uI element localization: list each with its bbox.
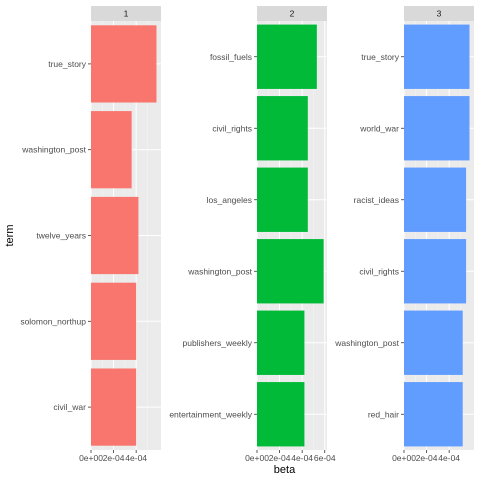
bar-1-solomon_northup (91, 282, 137, 360)
y-tick-label: civil_rights (359, 266, 399, 276)
bar-3-washington_post (404, 310, 463, 375)
bar-1-true_story (91, 25, 157, 103)
y-tick-label: entertainment_weekly (169, 409, 252, 419)
y-tick-label: civil_rights (212, 123, 252, 133)
y-tick-label: washington_post (334, 338, 399, 348)
x-tick-label: 6e-04 (314, 453, 336, 463)
panel-background-2 (257, 21, 327, 450)
bar-3-true_story (404, 24, 470, 89)
x-tick-label: 4e-04 (125, 453, 147, 463)
x-tick-label: 4e-04 (438, 453, 460, 463)
bar-3-civil_rights (404, 239, 467, 304)
bar-3-red_hair (404, 382, 463, 447)
y-tick-label: racist_ideas (354, 195, 399, 205)
bar-2-washington_post (257, 239, 324, 304)
bar-1-twelve_years (91, 196, 139, 275)
x-tick-label: 2e-04 (416, 453, 438, 463)
x-tick-label: 2e-04 (103, 453, 125, 463)
bar-3-world_war (404, 96, 470, 161)
panel-background-3 (404, 21, 474, 450)
y-tick-label: fossil_fuels (210, 52, 252, 62)
y-tick-label: los_angeles (207, 195, 252, 205)
bar-3-racist_ideas (404, 167, 467, 232)
bar-1-civil_war (91, 368, 137, 446)
bar-2-publishers_weekly (257, 310, 305, 375)
facet-label-1: 1 (124, 9, 129, 19)
y-tick-label: civil_war (53, 402, 86, 412)
facet-strip-3 (404, 6, 474, 21)
y-tick-label: solomon_northup (20, 316, 86, 326)
y-tick-label: world_war (359, 123, 399, 133)
x-tick-label: 0e+00 (79, 453, 103, 463)
facet-strip-1 (91, 6, 161, 21)
facet-label-2: 2 (290, 9, 295, 19)
bar-1-washington_post (91, 111, 132, 189)
y-tick-label: true_story (48, 59, 87, 69)
bar-2-entertainment_weekly (257, 382, 305, 447)
y-tick-label: washington_post (21, 145, 86, 155)
y-tick-label: red_hair (368, 409, 399, 419)
x-tick-label: 2e-04 (269, 453, 291, 463)
y-tick-label: true_story (361, 52, 400, 62)
y-tick-label: washington_post (187, 266, 252, 276)
bar-2-los_angeles (257, 167, 308, 232)
facet-strip-2 (257, 6, 327, 21)
facet-label-3: 3 (437, 9, 442, 19)
x-tick-label: 0e+00 (392, 453, 416, 463)
bar-2-fossil_fuels (257, 24, 317, 89)
x-tick-label: 4e-04 (291, 453, 313, 463)
y-axis-title: term (4, 225, 16, 247)
x-tick-label: 0e+00 (245, 453, 269, 463)
x-axis-title: beta (274, 464, 296, 476)
y-tick-label: twelve_years (36, 231, 86, 241)
y-tick-label: publishers_weekly (183, 338, 253, 348)
bar-2-civil_rights (257, 96, 308, 161)
